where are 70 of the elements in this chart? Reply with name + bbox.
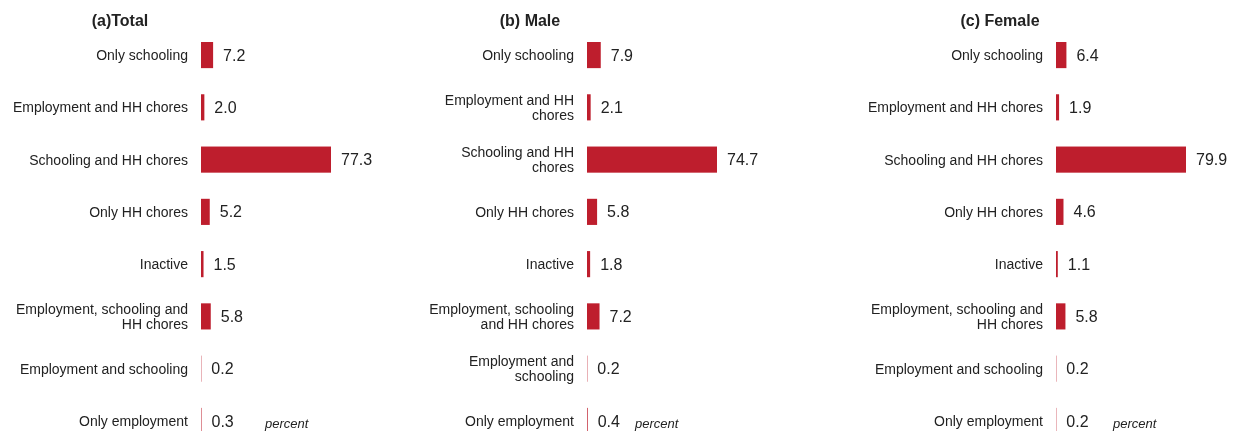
bar (201, 251, 204, 278)
data-label: 7.2 (609, 308, 632, 325)
y-tick-label: Schooling and HH chores (884, 151, 1043, 168)
data-label: 0.3 (211, 412, 234, 430)
data-label: 1.8 (600, 255, 623, 273)
y-tick-label: Employment, schooling and HH chores (429, 300, 574, 332)
data-label: 5.8 (607, 203, 630, 221)
bar (587, 303, 600, 330)
bar (201, 146, 331, 173)
data-label: 5.8 (1075, 308, 1098, 325)
y-tick-label: Inactive (139, 256, 189, 273)
bar (1056, 303, 1066, 330)
data-label: 1.1 (1067, 255, 1091, 273)
y-tick-label: Only schooling (951, 46, 1043, 63)
bar (1056, 198, 1064, 225)
data-label: 6.4 (1076, 46, 1099, 64)
data-label: 0.2 (1066, 360, 1089, 378)
annotation: percent (634, 416, 680, 431)
bar (587, 251, 591, 278)
annotation: percent (1112, 416, 1158, 431)
data-label: 77.3 (341, 151, 373, 169)
y-tick-label: Employment and schooling (468, 352, 574, 385)
bar (201, 198, 210, 225)
y-tick-label: Only employment (465, 412, 575, 429)
chart-title: (c) Female (960, 12, 1040, 29)
annotation: percent (264, 416, 310, 431)
y-tick-label: Only employment (934, 412, 1044, 429)
y-tick-label: Schooling and HH chores (461, 143, 574, 176)
y-tick-label: Only employment (79, 412, 189, 429)
y-tick-label: Only HH chores (944, 203, 1043, 220)
y-tick-label: Employment and HH chores (444, 91, 574, 123)
data-label: 2.0 (214, 98, 237, 116)
data-label: 1.5 (213, 255, 236, 273)
bar (587, 146, 717, 173)
data-label: 2.1 (600, 98, 623, 116)
bar (587, 94, 591, 121)
data-label: 0.2 (597, 360, 620, 378)
data-label: 5.2 (219, 203, 243, 221)
y-tick-label: Employment and HH chores (12, 99, 188, 116)
bar (1056, 146, 1186, 173)
data-label: 0.4 (597, 412, 621, 430)
bar (587, 198, 598, 225)
chart-title: (a)Total (91, 12, 149, 29)
bar (1056, 42, 1067, 69)
y-tick-label: Only schooling (96, 46, 188, 63)
bar (201, 42, 214, 69)
data-label: 7.2 (223, 46, 246, 64)
y-tick-label: Only HH chores (475, 203, 574, 220)
data-label: 79.9 (1196, 151, 1228, 169)
data-label: 1.9 (1069, 98, 1092, 116)
bar (1056, 94, 1060, 121)
data-label: 74.7 (727, 151, 759, 169)
y-tick-label: Employment and HH chores (867, 99, 1043, 116)
y-tick-label: Only schooling (482, 46, 574, 63)
bar (587, 42, 601, 69)
y-tick-label: Schooling and HH chores (29, 151, 188, 168)
y-tick-label: Inactive (994, 256, 1044, 273)
y-tick-label: Employment, schooling and HH chores (16, 300, 188, 332)
y-tick-label: Employment and schooling (874, 360, 1043, 377)
data-label: 5.8 (220, 308, 244, 325)
y-tick-label: Inactive (525, 256, 575, 273)
data-label: 0.2 (1066, 412, 1089, 430)
y-tick-label: Employment and schooling (19, 360, 188, 377)
bar (201, 303, 211, 330)
y-tick-label: Employment, schooling and HH chores (871, 300, 1043, 332)
data-label: 4.6 (1073, 203, 1096, 221)
data-label: 0.2 (211, 360, 234, 378)
chart-title: (b) Male (499, 12, 561, 29)
y-tick-label: Only HH chores (89, 203, 188, 220)
data-label: 7.9 (610, 46, 634, 64)
